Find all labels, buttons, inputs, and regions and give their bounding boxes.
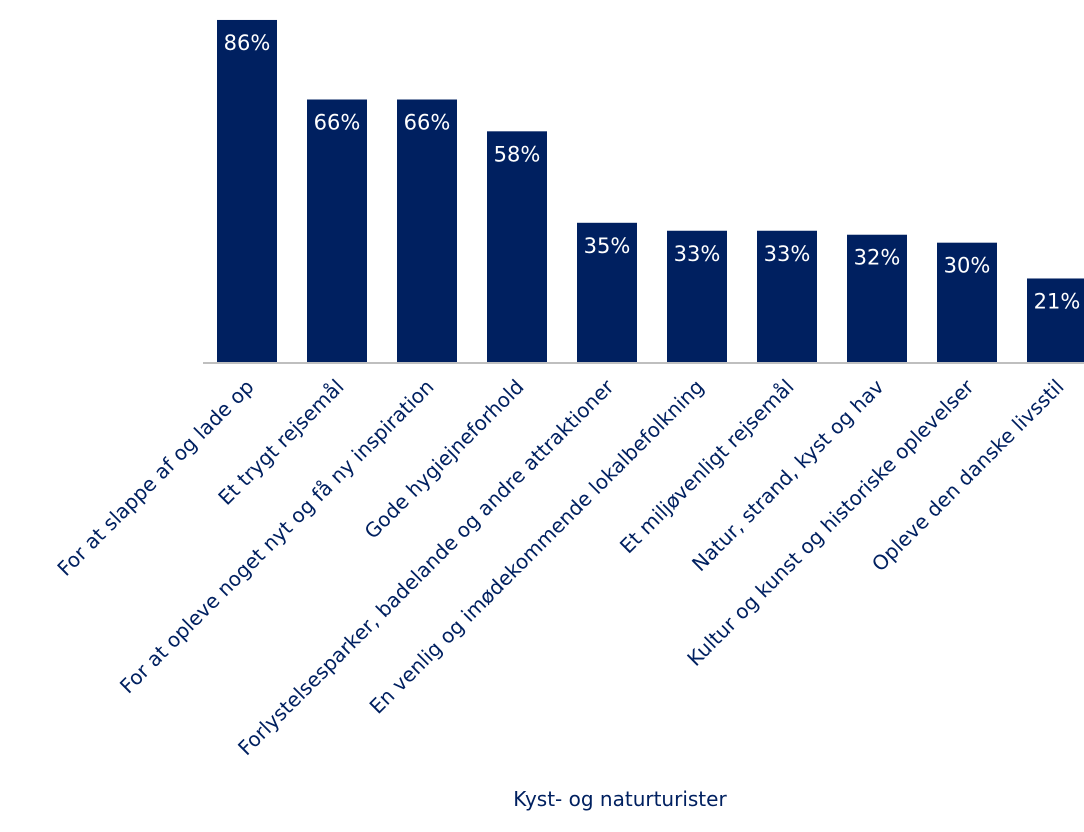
value-label: 33% xyxy=(674,242,721,266)
value-label: 35% xyxy=(584,234,631,258)
bar xyxy=(307,99,367,362)
value-label: 21% xyxy=(1034,289,1081,313)
bar xyxy=(217,19,277,362)
bars-group: 86% 66% 66% 58% 35% 33% 33% 32% 30% 21% xyxy=(217,19,1084,362)
value-label: 66% xyxy=(404,111,451,135)
value-label: 32% xyxy=(854,246,901,270)
bar xyxy=(937,242,997,362)
bar xyxy=(667,230,727,362)
value-label: 58% xyxy=(494,142,541,166)
bar xyxy=(397,99,457,362)
value-label: 66% xyxy=(314,111,361,135)
x-axis-title: Kyst- og naturturister xyxy=(513,787,727,811)
bar xyxy=(487,131,547,362)
category-label: Opleve den danske livsstil xyxy=(867,375,1069,577)
value-label: 33% xyxy=(764,242,811,266)
value-label: 30% xyxy=(944,254,991,278)
category-label: For at opleve noget nyt og få ny inspira… xyxy=(115,375,439,699)
bar xyxy=(1027,278,1084,362)
bar xyxy=(757,230,817,362)
category-label: Gode hygiejneforhold xyxy=(360,375,529,544)
bar xyxy=(577,222,637,362)
category-label: Natur, strand, kyst og hav xyxy=(687,374,889,576)
category-label: Et miljøvenligt rejsemål xyxy=(615,375,799,559)
category-label: En venlig og imødekommende lokalbefolkni… xyxy=(365,375,709,719)
bar xyxy=(847,234,907,362)
value-label: 86% xyxy=(224,31,271,55)
